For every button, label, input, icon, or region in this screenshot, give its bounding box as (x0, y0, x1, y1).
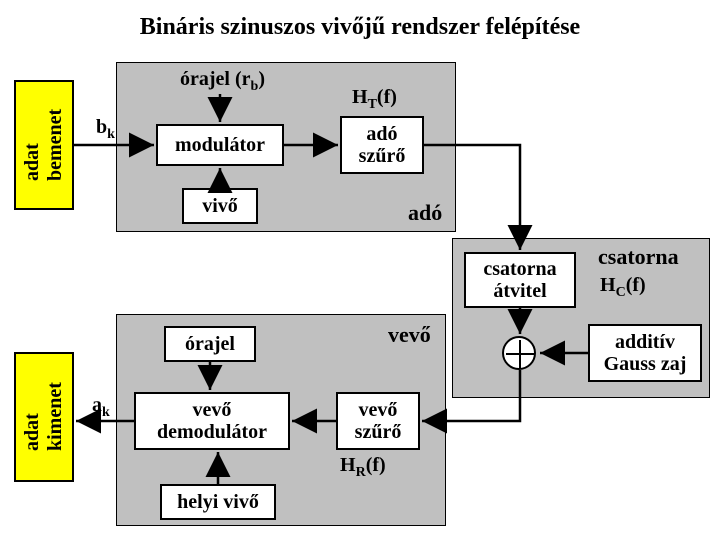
tx-filter-label: adó szűrő (359, 123, 406, 167)
local-carrier-box: helyi vivő (160, 484, 276, 520)
noise-label: additív Gauss zaj (604, 331, 687, 375)
channel-transfer-box: csatorna átvitel (464, 252, 576, 308)
tx-clock-label: órajel (rb) (180, 68, 265, 95)
data-output-label: adat kimenet (21, 383, 67, 452)
bk-label: bk (96, 116, 115, 143)
rx-clock-box: órajel (164, 326, 256, 362)
ak-label: ak (92, 394, 110, 421)
tx-filter-box: adó szűrő (340, 116, 424, 174)
channel-corner-label: csatorna (598, 244, 679, 270)
noise-box: additív Gauss zaj (588, 324, 702, 382)
data-output-box: adat kimenet (14, 352, 74, 482)
rx-filter-label: vevő szűrő (355, 399, 402, 443)
carrier-box: vivő (182, 188, 258, 224)
modulator-box: modulátor (156, 124, 284, 166)
hr-label: HR(f) (340, 454, 386, 481)
rx-filter-box: vevő szűrő (336, 392, 420, 450)
rx-corner-label: vevő (388, 322, 431, 348)
demodulator-box: vevő demodulátor (134, 392, 290, 450)
page-title: Bináris szinuszos vivőjű rendszer felépí… (0, 14, 720, 41)
data-input-label: adat bemenet (21, 109, 67, 181)
ht-label: HT(f) (352, 86, 397, 113)
sum-node (502, 336, 536, 370)
channel-transfer-label: csatorna átvitel (483, 258, 556, 302)
demodulator-label: vevő demodulátor (157, 399, 267, 443)
data-input-box: adat bemenet (14, 80, 74, 210)
tx-corner-label: adó (408, 200, 442, 226)
hc-label: HC(f) (600, 274, 646, 301)
